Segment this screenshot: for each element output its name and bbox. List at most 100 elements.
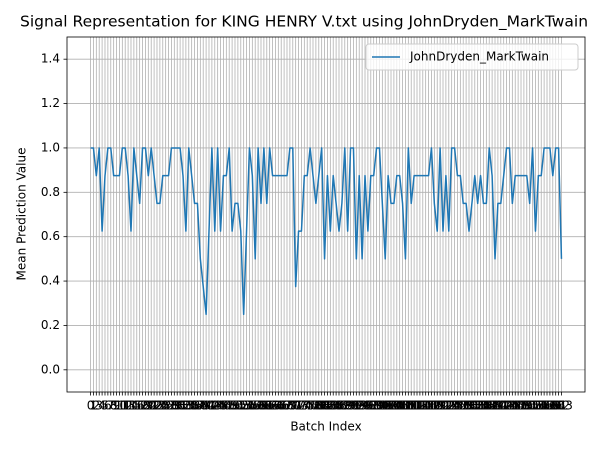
x-tick-label: 14 xyxy=(123,399,138,413)
y-tick-label: 1.4 xyxy=(41,52,60,66)
x-tick-label: 151 xyxy=(515,399,538,413)
x-tick-label: 157 xyxy=(533,399,556,413)
x-tick-label: 115 xyxy=(411,399,434,413)
x-tick-label: 21 xyxy=(144,399,159,413)
x-tick-label: 70 xyxy=(285,399,300,413)
x-tick-label: 139 xyxy=(481,399,504,413)
x-tick-label: 72 xyxy=(291,399,306,413)
x-tick-label: 93 xyxy=(352,399,367,413)
x-tick-label: 28 xyxy=(164,399,179,413)
x-tick-label: 20 xyxy=(141,399,156,413)
x-tick-label: 25 xyxy=(155,399,170,413)
y-tick-label: 0.6 xyxy=(41,229,60,243)
x-tick-label: 86 xyxy=(331,399,346,413)
x-tick-label: 2 xyxy=(93,399,101,413)
x-tick-label: 146 xyxy=(501,399,524,413)
x-tick-label: 9 xyxy=(113,399,121,413)
x-tick-label: 136 xyxy=(472,399,495,413)
x-tick-label: 144 xyxy=(495,399,518,413)
y-tick-label: 0.0 xyxy=(41,362,60,376)
x-tick-label: 119 xyxy=(423,399,446,413)
y-tick-label: 0.8 xyxy=(41,185,60,199)
x-tick-label: 36 xyxy=(187,399,202,413)
x-tick-label: 82 xyxy=(320,399,335,413)
x-tick-label: 104 xyxy=(380,399,403,413)
x-tick-label: 128 xyxy=(449,399,472,413)
x-tick-label: 134 xyxy=(466,399,489,413)
x-tick-label: 125 xyxy=(440,399,463,413)
x-tick-label: 37 xyxy=(190,399,205,413)
x-tick-label: 13 xyxy=(120,399,135,413)
x-tick-label: 126 xyxy=(443,399,466,413)
x-tick-label: 102 xyxy=(374,399,397,413)
x-tick-label: 130 xyxy=(455,399,478,413)
x-tick-label: 1 xyxy=(90,399,98,413)
x-tick-label: 109 xyxy=(394,399,417,413)
x-tick-label: 15 xyxy=(126,399,141,413)
x-tick-label: 114 xyxy=(408,399,431,413)
x-tick-label: 29 xyxy=(167,399,182,413)
x-tick-label: 158 xyxy=(536,399,559,413)
x-tick-label: 153 xyxy=(521,399,544,413)
x-tick-label: 39 xyxy=(196,399,211,413)
x-tick-label: 99 xyxy=(369,399,384,413)
x-tick-label: 122 xyxy=(432,399,455,413)
x-tick-label: 58 xyxy=(250,399,265,413)
x-tick-label: 23 xyxy=(149,399,164,413)
y-tick-label: 1.0 xyxy=(41,140,60,154)
legend: JohnDryden_MarkTwain xyxy=(365,43,579,71)
x-tick-label: 87 xyxy=(334,399,349,413)
x-tick-label: 123 xyxy=(434,399,457,413)
x-tick-label: 50 xyxy=(227,399,242,413)
x-tick-label: 53 xyxy=(236,399,251,413)
x-tick-label: 61 xyxy=(259,399,274,413)
x-tick-label: 85 xyxy=(328,399,343,413)
chart-title: Signal Representation for KING HENRY V.t… xyxy=(20,13,588,32)
legend-box xyxy=(365,43,579,71)
x-tick-label: 118 xyxy=(420,399,443,413)
x-tick-label: 106 xyxy=(385,399,408,413)
x-tick-label: 84 xyxy=(326,399,341,413)
x-tick-label: 145 xyxy=(498,399,521,413)
axes-frame xyxy=(66,36,586,393)
x-tick-label: 117 xyxy=(417,399,440,413)
x-tick-label: 88 xyxy=(337,399,352,413)
x-tick-label: 51 xyxy=(230,399,245,413)
x-tick-label: 141 xyxy=(486,399,509,413)
x-tick-label: 35 xyxy=(184,399,199,413)
x-tick-label: 56 xyxy=(245,399,260,413)
x-tick-label: 97 xyxy=(363,399,378,413)
x-tick-label: 133 xyxy=(463,399,486,413)
x-tick-label: 112 xyxy=(403,399,426,413)
x-tick-label: 68 xyxy=(279,399,294,413)
x-tick-label: 11 xyxy=(115,399,130,413)
x-tick-label: 40 xyxy=(198,399,213,413)
x-tick-label: 27 xyxy=(161,399,176,413)
x-tick-label: 149 xyxy=(510,399,533,413)
x-tick-label: 131 xyxy=(458,399,481,413)
x-tick-label: 89 xyxy=(340,399,355,413)
x-tick-label: 46 xyxy=(216,399,231,413)
x-tick-label: 150 xyxy=(512,399,535,413)
x-tick-label: 92 xyxy=(349,399,364,413)
x-tick-label: 48 xyxy=(222,399,237,413)
x-tick-label: 6 xyxy=(104,399,112,413)
x-tick-label: 101 xyxy=(371,399,394,413)
x-tick-label: 3 xyxy=(95,399,103,413)
x-tick-label: 159 xyxy=(538,399,561,413)
x-tick-label: 76 xyxy=(302,399,317,413)
x-tick-label: 83 xyxy=(323,399,338,413)
x-tick-label: 18 xyxy=(135,399,150,413)
data-line xyxy=(90,147,563,316)
x-tick-label: 127 xyxy=(446,399,469,413)
y-axis-label: Mean Prediction Value xyxy=(15,148,29,281)
x-tick-label: 59 xyxy=(253,399,268,413)
x-tick-label: 4 xyxy=(98,399,106,413)
x-tick-label: 16 xyxy=(129,399,144,413)
x-tick-label: 17 xyxy=(132,399,147,413)
x-tick-label: 69 xyxy=(282,399,297,413)
x-tick-label: 103 xyxy=(377,399,400,413)
